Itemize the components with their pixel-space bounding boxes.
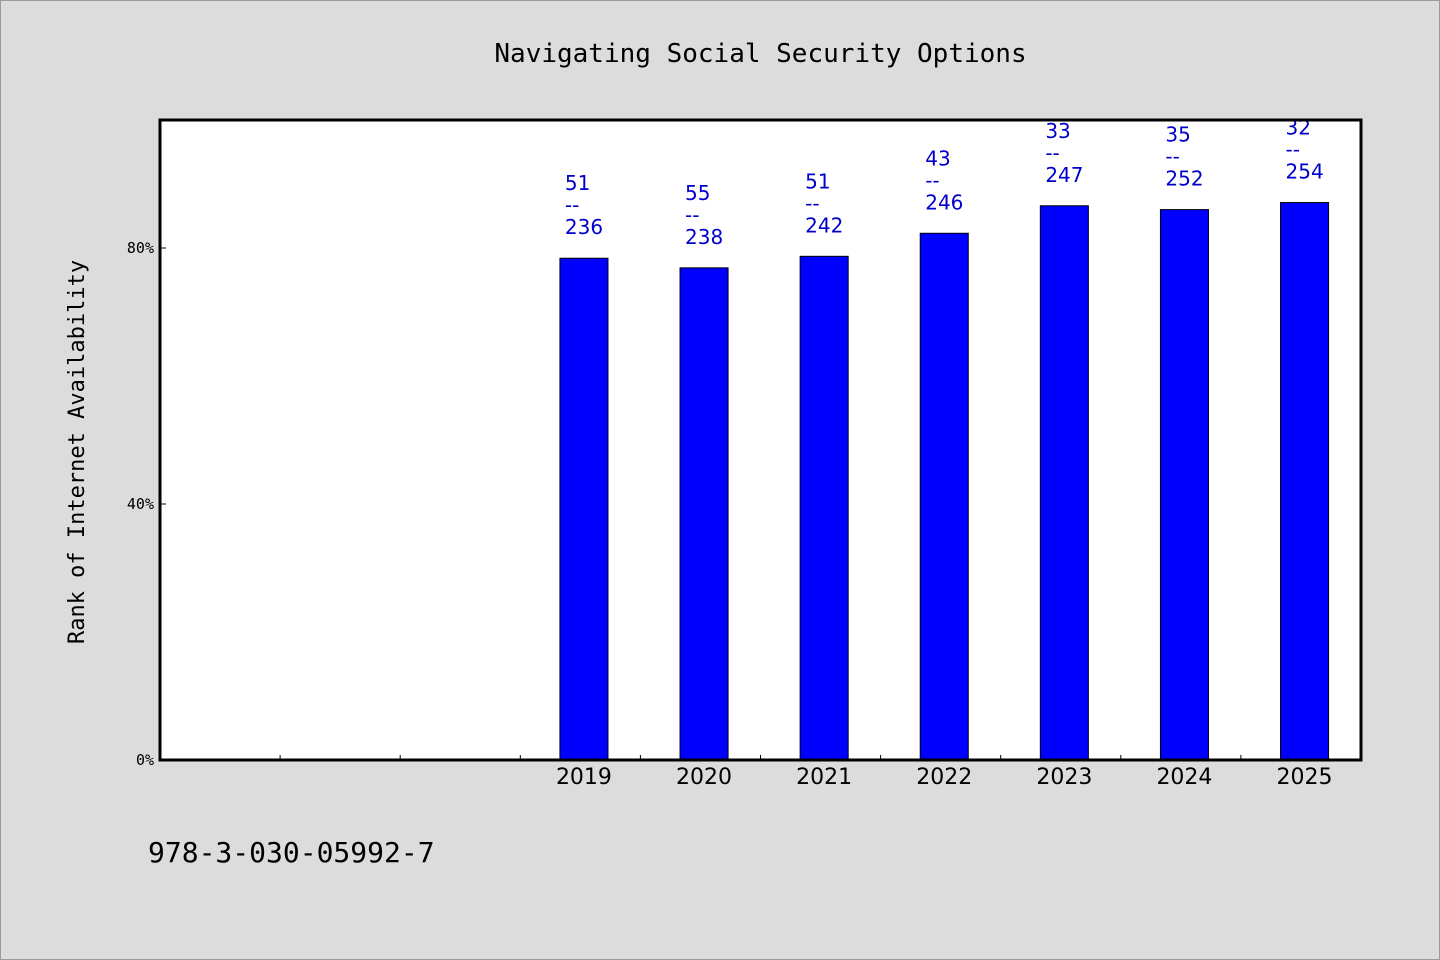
data-label-2020: 55 xyxy=(685,181,710,205)
bar-2019 xyxy=(559,257,609,761)
data-label-2025: 254 xyxy=(1286,160,1324,184)
x-tick-label: 2019 xyxy=(556,765,612,790)
data-label-2020: 238 xyxy=(685,225,723,249)
y-tick-label: 0% xyxy=(136,751,154,769)
bar-2020 xyxy=(679,267,729,761)
data-label-2021: -- xyxy=(805,191,819,215)
data-labels-group: 51--23655--23851--24243--24633--24735--2… xyxy=(565,116,1324,249)
chart-title: Navigating Social Security Options xyxy=(494,39,1026,69)
data-label-2020: -- xyxy=(685,203,699,227)
data-label-2022: 43 xyxy=(925,146,950,170)
data-label-2023: -- xyxy=(1045,141,1059,165)
data-label-2022: 246 xyxy=(925,190,963,214)
x-tick-label: 2020 xyxy=(676,765,732,790)
data-label-2024: 252 xyxy=(1165,167,1203,191)
ticks-group: 2019 2020 2021 2022 2023 2024 2025 0% 40% 80% xyxy=(127,239,1333,790)
y-tick-label: 40% xyxy=(127,495,154,513)
data-label-2021: 242 xyxy=(805,213,843,237)
x-tick-label: 2023 xyxy=(1036,765,1092,790)
bar-2025 xyxy=(1280,202,1330,761)
x-tick-label: 2022 xyxy=(916,765,972,790)
data-label-2024: 35 xyxy=(1165,123,1190,147)
data-label-2024: -- xyxy=(1165,145,1179,169)
plot-border xyxy=(158,118,1363,762)
y-tick-label: 80% xyxy=(127,239,154,257)
bars-group xyxy=(559,202,1330,761)
data-label-2021: 51 xyxy=(805,169,830,193)
data-label-2022: -- xyxy=(925,168,939,192)
data-label-2019: -- xyxy=(565,193,579,217)
data-label-2023: 33 xyxy=(1045,119,1070,143)
bar-2022 xyxy=(919,232,969,761)
data-label-2023: 247 xyxy=(1045,163,1083,187)
data-label-2019: 236 xyxy=(565,215,603,239)
footnote-isbn: 978-3-030-05992-7 xyxy=(148,836,435,869)
data-label-2019: 51 xyxy=(565,171,590,195)
bar-2024 xyxy=(1159,209,1209,761)
data-label-2025: -- xyxy=(1286,138,1300,162)
x-tick-label: 2025 xyxy=(1277,765,1333,790)
x-tick-label: 2024 xyxy=(1156,765,1212,790)
x-tick-label: 2021 xyxy=(796,765,852,790)
bar-2021 xyxy=(799,255,849,761)
bar-2023 xyxy=(1039,205,1089,761)
y-axis-label: Rank of Internet Availability xyxy=(65,260,90,644)
